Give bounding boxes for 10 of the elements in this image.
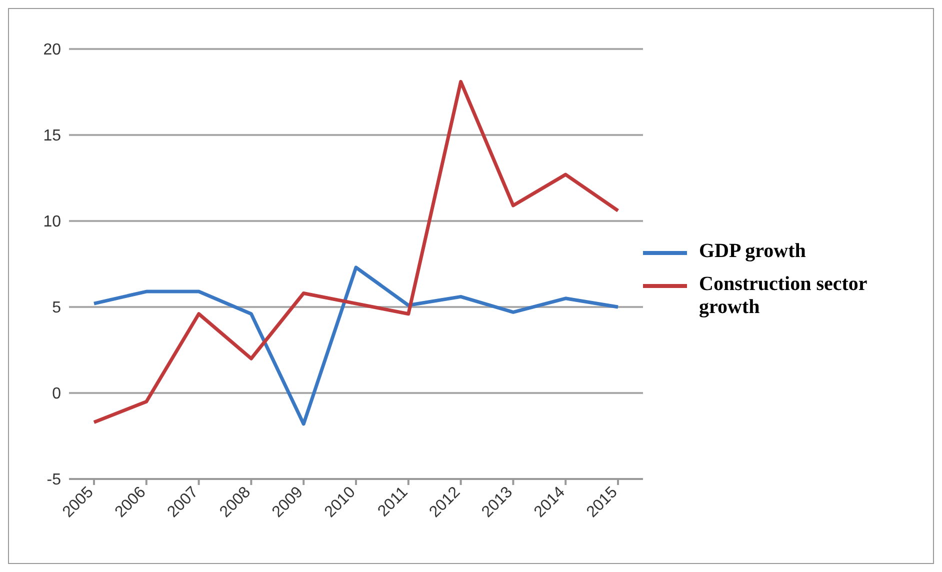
y-tick-label: 15 [43, 128, 62, 145]
legend-label: GDP growth [699, 240, 807, 262]
y-tick-label: 0 [52, 386, 62, 403]
legend-label: Construction sector growth [699, 272, 868, 318]
line-series [92, 266, 620, 426]
y-tick-label: -5 [46, 472, 62, 489]
y-tick-label: 20 [43, 42, 62, 59]
line-series [92, 80, 620, 424]
y-tick-label: 10 [43, 214, 62, 231]
y-tick-label: 5 [52, 300, 62, 317]
